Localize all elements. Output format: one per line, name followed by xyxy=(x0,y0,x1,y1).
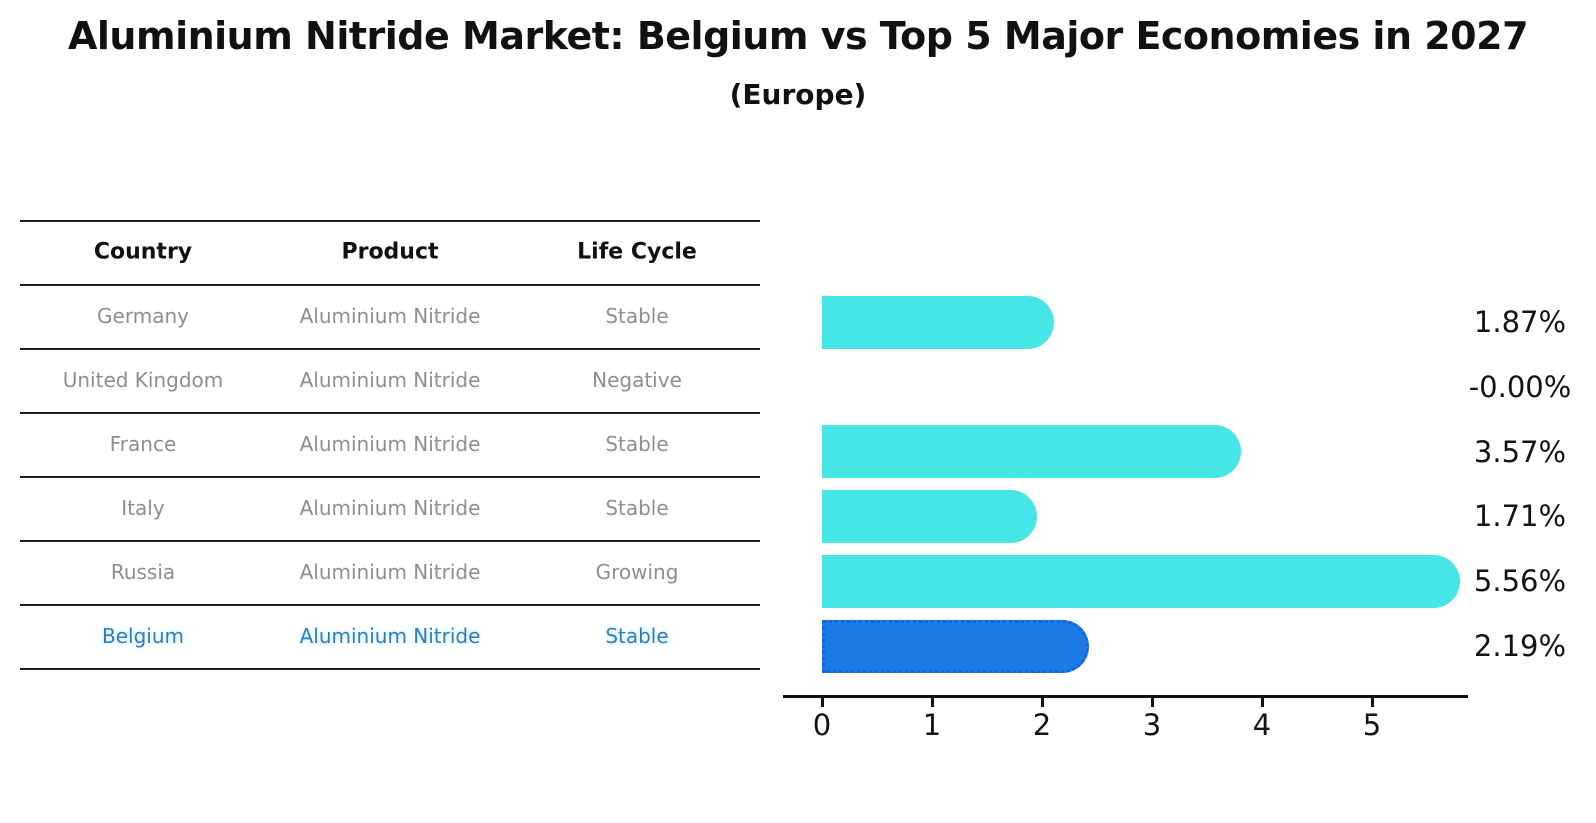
table-cell-life-cycle: Stable xyxy=(605,304,669,328)
table-rule-line xyxy=(20,220,760,222)
bar-value-label: 3.57% xyxy=(1473,434,1567,469)
table-rule-line xyxy=(20,284,760,286)
table-cell-country: France xyxy=(109,432,177,456)
table-cell-product: Aluminium Nitride xyxy=(299,560,481,584)
x-axis-tick-label: 3 xyxy=(1142,708,1162,742)
table-cell-life-cycle: Stable xyxy=(605,496,669,520)
chart-subtitle: (Europe) xyxy=(729,78,867,111)
x-axis-tick xyxy=(1150,698,1154,707)
bar-value-label: 5.56% xyxy=(1473,564,1567,599)
table-rule-line xyxy=(20,668,760,670)
table-cell-life-cycle: Growing xyxy=(595,560,679,584)
table-cell-country: Germany xyxy=(97,304,189,328)
bar xyxy=(822,489,1037,543)
x-axis-tick-label: 4 xyxy=(1252,708,1272,742)
table-rule-line xyxy=(20,348,760,350)
table-cell-product: Aluminium Nitride xyxy=(299,496,481,520)
table-cell-country: United Kingdom xyxy=(62,368,224,392)
table-cell-product: Aluminium Nitride xyxy=(299,432,481,456)
table-header-country: Country xyxy=(93,239,193,265)
x-axis-line xyxy=(783,695,1468,698)
table-rule-line xyxy=(20,476,760,478)
table-cell-life-cycle: Stable xyxy=(605,624,669,648)
x-axis-tick xyxy=(1040,698,1044,707)
table-cell-life-cycle: Negative xyxy=(592,368,682,392)
bar xyxy=(822,295,1055,349)
bar-value-label: 1.87% xyxy=(1473,305,1567,339)
chart-title: Aluminium Nitride Market: Belgium vs Top… xyxy=(67,14,1529,58)
x-axis-tick-label: 5 xyxy=(1362,708,1382,742)
bar-value-label: 1.71% xyxy=(1473,499,1567,534)
x-axis-tick xyxy=(930,698,934,707)
x-axis-tick xyxy=(1260,698,1264,707)
table-cell-country: Russia xyxy=(110,560,176,584)
table-rule-line xyxy=(20,604,760,606)
table-cell-life-cycle: Stable xyxy=(605,432,669,456)
table-header-product: Product xyxy=(341,239,439,265)
table-header-life-cycle: Life Cycle xyxy=(577,239,697,265)
x-axis-tick xyxy=(820,698,824,707)
table-cell-country: Italy xyxy=(121,496,165,520)
bar xyxy=(822,554,1461,608)
table-rule-line xyxy=(20,412,760,414)
x-axis-tick-label: 2 xyxy=(1032,708,1052,742)
table-rule-line xyxy=(20,540,760,542)
x-axis-tick-label: 0 xyxy=(812,708,832,742)
bar-value-label: 2.19% xyxy=(1473,629,1567,663)
table-cell-country: Belgium xyxy=(102,624,184,648)
x-axis-tick xyxy=(1370,698,1374,707)
table-cell-product: Aluminium Nitride xyxy=(299,368,481,392)
table-cell-product: Aluminium Nitride xyxy=(299,624,481,648)
bar-highlighted xyxy=(822,619,1090,673)
table-cell-product: Aluminium Nitride xyxy=(299,304,481,328)
x-axis-tick-label: 1 xyxy=(922,708,942,742)
bar-value-label: -0.00% xyxy=(1468,369,1572,404)
bar xyxy=(822,425,1242,479)
